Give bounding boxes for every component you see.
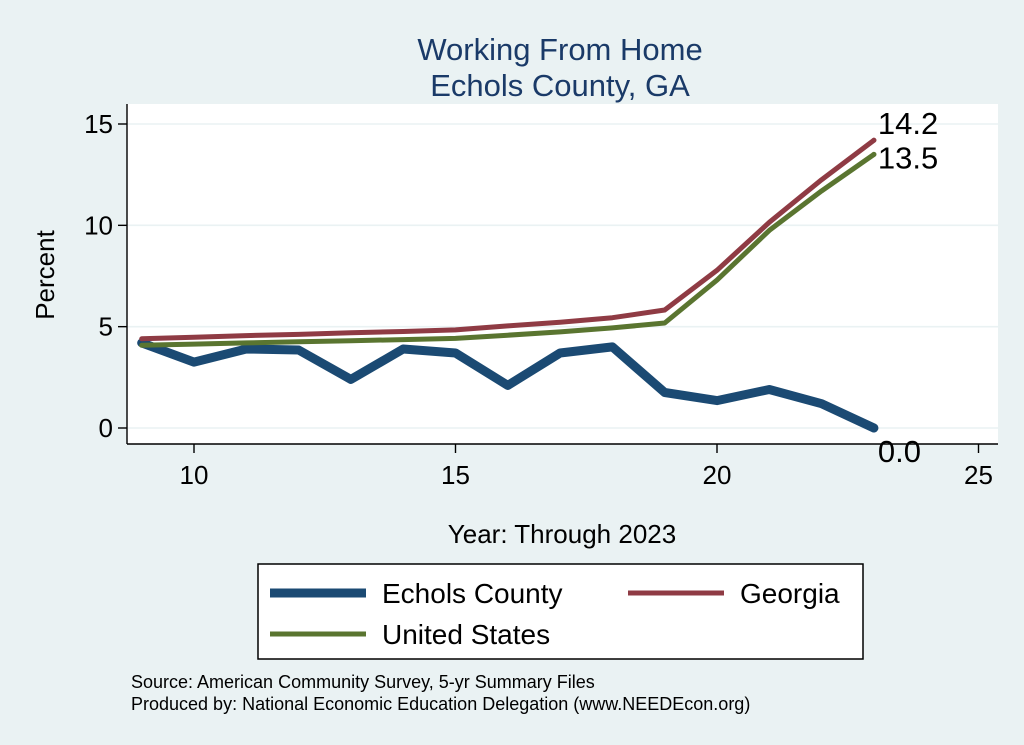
end-point <box>871 151 877 157</box>
legend-label: Georgia <box>740 578 840 609</box>
x-tick-label: 25 <box>964 460 993 490</box>
legend-label: United States <box>382 619 550 650</box>
end-value-label: 13.5 <box>878 140 938 175</box>
end-point <box>871 425 877 431</box>
series-line-georgia <box>139 137 877 342</box>
y-tick-label: 10 <box>84 210 113 240</box>
y-tick-label: 5 <box>99 312 113 342</box>
legend: Echols County Georgia United States <box>270 578 840 650</box>
chart-title: Working From Home <box>417 32 702 67</box>
x-tick-label: 10 <box>180 460 209 490</box>
axes: 0 5 10 15 10 15 20 25 <box>84 104 998 490</box>
series-lines <box>137 137 879 433</box>
y-tick-label: 0 <box>99 413 113 443</box>
end-value-label: 0.0 <box>878 434 921 469</box>
end-point <box>871 137 877 143</box>
y-axis-label: Percent <box>30 229 60 319</box>
x-axis-label: Year: Through 2023 <box>448 519 676 549</box>
legend-label: Echols County <box>382 578 563 609</box>
source-line-2: Produced by: National Economic Education… <box>131 694 750 714</box>
plot-area <box>127 104 998 444</box>
end-value-label: 14.2 <box>878 106 938 141</box>
x-tick-label: 15 <box>441 460 470 490</box>
grid <box>127 123 998 429</box>
x-tick-label: 20 <box>703 460 732 490</box>
series-line-united-states <box>139 151 877 348</box>
chart-subtitle: Echols County, GA <box>430 68 690 103</box>
end-labels: 0.0 14.213.5 <box>871 106 938 469</box>
series-line-echols-county <box>137 338 879 433</box>
legend-box <box>257 563 864 660</box>
y-tick-label: 15 <box>84 109 113 139</box>
source-line-1: Source: American Community Survey, 5-yr … <box>131 672 595 692</box>
